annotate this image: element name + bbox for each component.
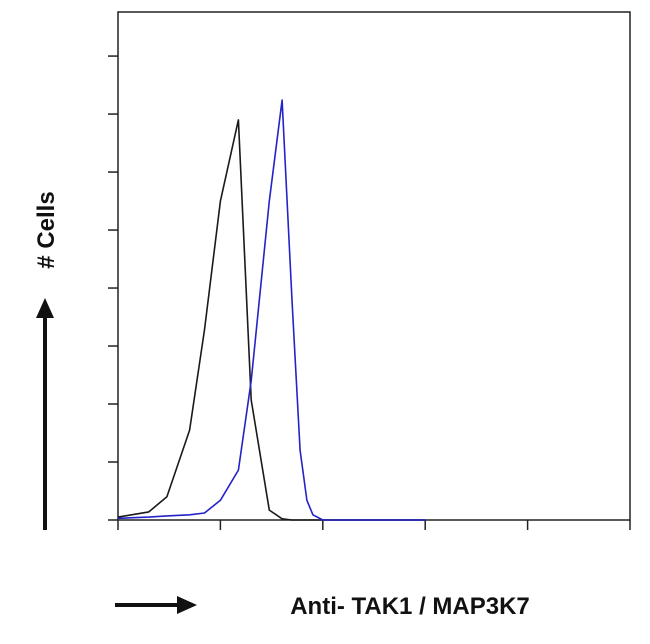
y-axis-label: # Cells (33, 191, 60, 268)
y-arrowhead (36, 298, 54, 318)
x-axis-label: Anti- TAK1 / MAP3K7 (290, 593, 530, 620)
x-arrowhead (177, 596, 197, 614)
histogram-curve (117, 99, 426, 521)
plot-frame (117, 11, 631, 521)
